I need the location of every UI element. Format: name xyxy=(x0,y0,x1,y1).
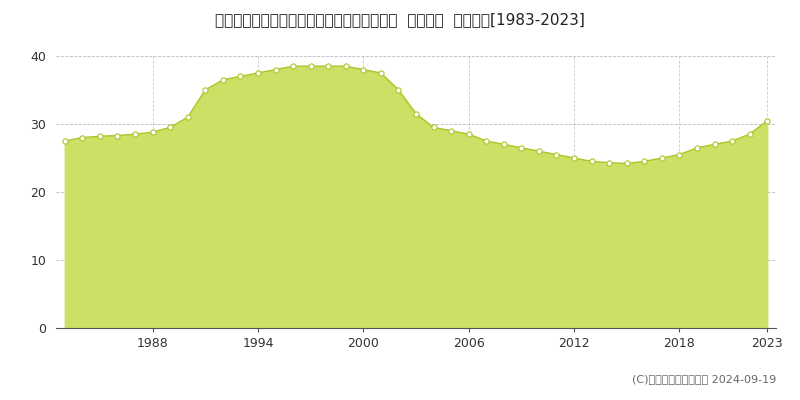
Point xyxy=(620,160,633,167)
Point xyxy=(515,144,528,151)
Point xyxy=(690,144,703,151)
Point xyxy=(480,138,493,144)
Point xyxy=(322,63,334,69)
Point xyxy=(708,141,721,148)
Point xyxy=(568,155,581,161)
Point xyxy=(498,141,510,148)
Point xyxy=(673,151,686,158)
Point xyxy=(58,138,71,144)
Point xyxy=(251,70,264,76)
Point xyxy=(182,114,194,120)
Point xyxy=(217,76,230,83)
Point xyxy=(427,124,440,130)
Point xyxy=(269,66,282,73)
Point xyxy=(234,73,246,80)
Point xyxy=(357,66,370,73)
Text: 福岡県久留米市西町字北鞍打の二８９５番１  公示地価  地価推移[1983-2023]: 福岡県久留米市西町字北鞍打の二８９５番１ 公示地価 地価推移[1983-2023… xyxy=(215,12,585,27)
Point xyxy=(550,151,563,158)
Point xyxy=(199,87,212,93)
Point xyxy=(164,124,177,130)
Point xyxy=(533,148,546,154)
Point xyxy=(445,128,458,134)
Point xyxy=(655,155,668,161)
Point xyxy=(111,132,124,139)
Point xyxy=(339,63,352,69)
Point xyxy=(761,117,774,124)
Point xyxy=(76,134,89,141)
Point xyxy=(586,158,598,164)
Point xyxy=(410,110,422,117)
Text: (C)土地価格ドットコム 2024-09-19: (C)土地価格ドットコム 2024-09-19 xyxy=(632,374,776,384)
Point xyxy=(638,158,650,164)
Point xyxy=(146,129,159,135)
Point xyxy=(743,131,756,137)
Point xyxy=(286,63,299,69)
Point xyxy=(462,131,475,137)
Point xyxy=(304,63,317,69)
Point xyxy=(94,133,106,140)
Point xyxy=(129,131,142,137)
Point xyxy=(726,138,738,144)
Point xyxy=(374,70,387,76)
Point xyxy=(392,87,405,93)
Point xyxy=(602,160,615,166)
